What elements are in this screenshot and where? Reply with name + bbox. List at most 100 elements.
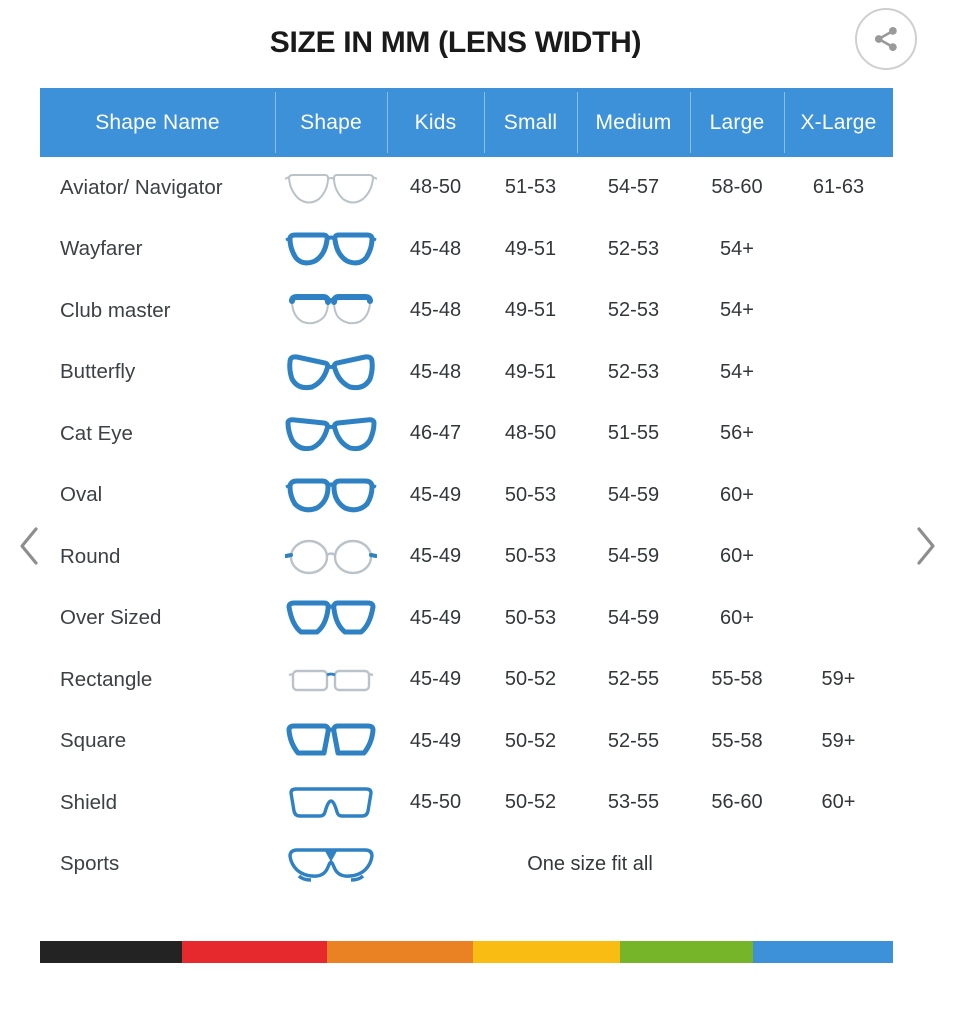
- cell-small: 50-53: [504, 483, 557, 506]
- cell-shape: [275, 721, 387, 761]
- table-row: Round 45-49 50-53 54-59 60+: [40, 526, 893, 588]
- cell-shape: [275, 783, 387, 823]
- cell-large: 56-60: [711, 791, 763, 814]
- column-header-xlarge[interactable]: X-Large: [784, 88, 893, 157]
- brand-color-bar: [40, 941, 893, 963]
- cell-small: 49-51: [504, 237, 557, 260]
- cell-medium: 52-53: [607, 237, 660, 260]
- cell-shape: [275, 537, 387, 577]
- table-row: Club master 45-48 49-51 52-53 54+: [40, 280, 893, 342]
- column-header-medium[interactable]: Medium: [577, 88, 690, 157]
- column-header-large[interactable]: Large: [690, 88, 784, 157]
- table-row: Butterfly 45-48 49-51 52-53 54+: [40, 342, 893, 404]
- color-bar-segment-5: [753, 941, 893, 963]
- wayfarer-glasses-icon: [285, 229, 377, 269]
- table-header-row: Shape Name Shape Kids Small Medium Large…: [40, 88, 893, 157]
- table-row: Aviator/ Navigator 48-50 51-53 54-57 58-60 61…: [40, 157, 893, 219]
- color-bar-segment-1: [181, 941, 327, 963]
- cell-shape-name: Shield: [60, 790, 117, 814]
- cell-large: 60+: [720, 606, 754, 629]
- color-bar-segment-3: [473, 941, 620, 963]
- table-row: Oval 45-49 50-53 54-59 60+: [40, 465, 893, 527]
- share-button[interactable]: [855, 8, 917, 70]
- cell-kids: 45-49: [409, 545, 462, 568]
- cell-kids: 45-49: [409, 668, 462, 691]
- cell-shape-name: Over Sized: [60, 606, 162, 630]
- cell-kids: 45-49: [409, 483, 462, 506]
- cell-small: 50-52: [504, 729, 557, 752]
- cell-shape-name: Square: [60, 729, 127, 753]
- cell-shape-name: Sports: [60, 852, 120, 876]
- share-icon: [874, 27, 897, 51]
- page-title: SIZE IN MM (LENS WIDTH): [269, 26, 642, 59]
- color-bar-segment-0: [40, 941, 182, 963]
- cell-large: 60+: [720, 483, 754, 506]
- color-bar-segment-2: [326, 941, 474, 963]
- column-header-shape-name[interactable]: Shape Name: [95, 110, 220, 134]
- oval-glasses-icon: [285, 475, 377, 515]
- table-body: Aviator/ Navigator 48-50 51-53 54-57 58-60 61…: [40, 157, 893, 895]
- color-bar-segment-4: [620, 941, 754, 963]
- cell-xlarge: 59+: [821, 729, 856, 752]
- cell-medium: 51-55: [607, 422, 660, 445]
- cell-shape-name: Aviator/ Navigator: [60, 175, 223, 199]
- cell-shape: [275, 475, 387, 515]
- cell-large: 55-58: [711, 729, 763, 752]
- cell-large: 56+: [720, 422, 754, 445]
- cell-xlarge: 59+: [821, 668, 856, 691]
- cell-shape-name: Round: [60, 544, 121, 568]
- butterfly-glasses-icon: [285, 352, 377, 392]
- cell-xlarge: 61-63: [812, 176, 865, 199]
- chevron-left-icon: [20, 527, 38, 565]
- square-glasses-icon: [285, 721, 377, 761]
- prev-slide-button[interactable]: [2, 515, 58, 577]
- cell-small: 50-52: [504, 791, 557, 814]
- cell-one-size-note: One size fit all: [527, 852, 653, 875]
- cell-small: 50-52: [504, 668, 557, 691]
- cell-large: 60+: [720, 545, 754, 568]
- cell-large: 54+: [720, 237, 754, 260]
- cell-medium: 52-53: [607, 299, 660, 322]
- sports-glasses-icon: [285, 844, 377, 884]
- next-slide-button[interactable]: [897, 515, 953, 577]
- table-row: Shield 45-50 50-52 53-55 56-60 60+: [40, 772, 893, 834]
- cell-small: 49-51: [504, 299, 557, 322]
- cell-xlarge: 60+: [821, 791, 856, 814]
- cell-shape-name: Rectangle: [60, 667, 153, 691]
- cell-kids: 48-50: [409, 176, 462, 199]
- round-glasses-icon: [285, 537, 377, 577]
- table-row: Square 45-49 50-52 52-55 55-58 59+: [40, 711, 893, 773]
- oversized-glasses-icon: [285, 598, 377, 638]
- cateye-glasses-icon: [285, 414, 377, 454]
- cell-large: 55-58: [711, 668, 763, 691]
- cell-medium: 54-59: [607, 606, 660, 629]
- cell-shape: [275, 598, 387, 638]
- cell-shape: [275, 291, 387, 331]
- table-row: Sports One size fit all: [40, 834, 893, 896]
- cell-medium: 52-55: [607, 729, 660, 752]
- cell-medium: 54-59: [607, 545, 660, 568]
- column-header-kids[interactable]: Kids: [387, 88, 484, 157]
- cell-small: 51-53: [504, 176, 557, 199]
- cell-shape: [275, 229, 387, 269]
- cell-shape: [275, 414, 387, 454]
- cell-large: 54+: [720, 299, 754, 322]
- cell-kids: 45-48: [409, 237, 462, 260]
- cell-large: 54+: [720, 360, 754, 383]
- shield-glasses-icon: [285, 783, 377, 823]
- aviator-glasses-icon: [285, 168, 377, 208]
- cell-kids: 45-49: [409, 729, 462, 752]
- clubmaster-glasses-icon: [285, 291, 377, 331]
- cell-shape: [275, 352, 387, 392]
- cell-medium: 54-59: [607, 483, 660, 506]
- cell-kids: 45-48: [409, 360, 462, 383]
- column-header-shape[interactable]: Shape: [275, 88, 387, 157]
- table-row: Rectangle 45-49 50-52 52-55 55-58 59+: [40, 649, 893, 711]
- size-chart-table: Shape Name Shape Kids Small Medium Large…: [40, 88, 893, 895]
- column-header-small[interactable]: Small: [484, 88, 577, 157]
- cell-kids: 45-49: [409, 606, 462, 629]
- cell-shape-name: Oval: [60, 483, 103, 507]
- table-row: Over Sized 45-49 50-53 54-59 60+: [40, 588, 893, 650]
- cell-medium: 53-55: [607, 791, 660, 814]
- cell-shape: [275, 168, 387, 208]
